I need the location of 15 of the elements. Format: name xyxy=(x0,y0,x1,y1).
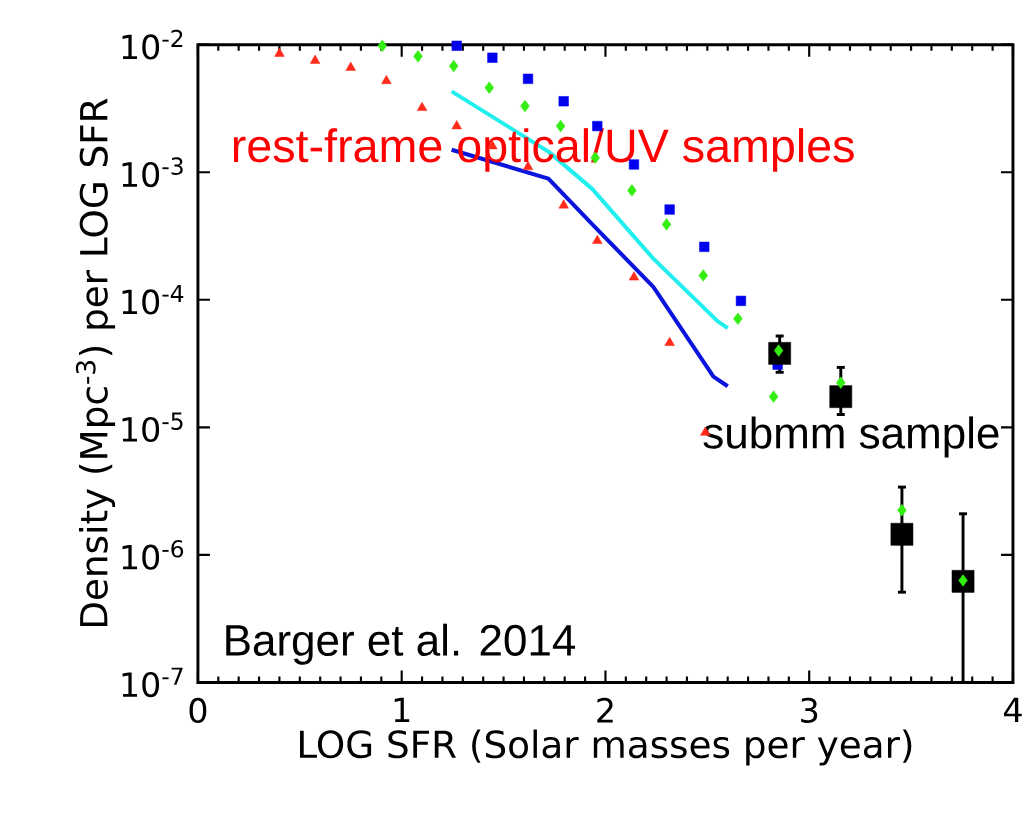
y-tick-label: 10$^{-6}$ xyxy=(122,540,184,570)
x-tick-label: 1 xyxy=(394,697,410,723)
y-tick-label: 10$^{-4}$ xyxy=(122,285,184,315)
x-tick-label: 3 xyxy=(801,697,818,724)
x-tick-label: 2 xyxy=(597,697,613,723)
y-tick-label: 10$^{-7}$ xyxy=(122,667,183,698)
y-tick-label: 10$^{-2}$ xyxy=(122,29,183,60)
x-axis-title: LOG SFR (Solar masses per year) xyxy=(300,729,912,766)
y-tick-label: 10$^{-3}$ xyxy=(122,157,183,188)
y-tick-label: 10$^{-5}$ xyxy=(122,412,183,443)
x-tick-label: 4 xyxy=(1004,697,1022,723)
annotation: submm sample xyxy=(703,416,999,458)
annotation: Barger et al. 2014 xyxy=(226,623,576,665)
y-axis-title: Density (Mpc$^{-3}$) per LOG SFR xyxy=(75,98,116,627)
x-tick-label: 0 xyxy=(189,697,207,724)
